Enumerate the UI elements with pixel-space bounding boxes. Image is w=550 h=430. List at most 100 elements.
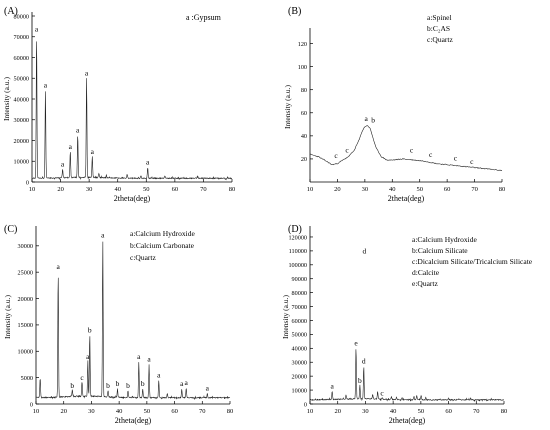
y-tick-label: 110000 (289, 248, 307, 255)
y-tick-label: 90000 (292, 276, 307, 283)
y-tick-label: 80000 (14, 13, 29, 20)
legend-entry: a:Calcium Hydroxide (412, 235, 477, 244)
x-tick-label: 60 (444, 186, 451, 193)
peak-label: d (362, 247, 366, 256)
x-tick-label: 40 (114, 186, 121, 193)
panel-label: (B) (288, 6, 301, 17)
x-tick-label: 10 (307, 186, 314, 193)
peak-label: c (380, 388, 384, 397)
legend-entry: e:Quartz (412, 279, 438, 288)
legend-entry: a :Gypsum (186, 13, 222, 22)
y-tick-label: 50000 (292, 332, 307, 339)
y-tick-label: 80 (301, 87, 307, 94)
peak-label: c (454, 153, 458, 162)
peak-label: a (44, 81, 48, 90)
x-tick-label: 10 (307, 408, 314, 415)
peak-label: c (470, 157, 474, 166)
x-tick-label: 80 (227, 408, 234, 415)
x-tick-label: 70 (200, 186, 207, 193)
x-tick-label: 70 (199, 408, 206, 415)
peak-label: c (345, 145, 349, 154)
x-tick-label: 70 (473, 408, 480, 415)
panel-label: (C) (4, 224, 17, 235)
peak-label: a (35, 25, 39, 34)
y-tick-label: 10000 (292, 387, 307, 394)
y-tick-label: 40000 (292, 346, 307, 353)
y-tick-label: 120000 (288, 234, 307, 241)
legend-entry: c:Quartz (427, 35, 453, 44)
legend-entry: a:Calcium Hydroxide (130, 229, 195, 238)
peak-label: a (146, 157, 150, 166)
peak-label: a (101, 231, 105, 240)
peak-label: a (56, 262, 60, 271)
peak-label: e (354, 338, 358, 347)
peak-label: b (371, 115, 375, 124)
x-tick-label: 80 (499, 186, 506, 193)
x-tick-label: 30 (362, 186, 369, 193)
x-tick-label: 80 (501, 408, 508, 415)
peak-label: a (61, 160, 65, 169)
legend-entry: a:Spinel (427, 13, 452, 22)
y-tick-label: 20000 (292, 373, 307, 380)
peak-label: a (365, 114, 369, 123)
panel-c: (C) 10 20 30 40 50 60 70 80 0 5000 10000 15000 20000 2… (3, 224, 233, 425)
x-axis-title: 2theta(deg) (388, 194, 425, 203)
x-tick-label: 80 (229, 186, 236, 193)
y-tick-label: 5000 (21, 375, 33, 382)
peak-label: a (86, 352, 90, 361)
legend-entry: b:Calcium Carbonate (130, 241, 195, 250)
peak-label: a (91, 147, 95, 156)
y-tick-label: 30000 (292, 360, 307, 367)
peak-label: a (180, 379, 184, 388)
y-tick-label: 10000 (18, 349, 33, 356)
peak-label: a (69, 142, 73, 151)
peak-label: a (85, 68, 89, 77)
x-axis-title: 2theta(deg) (114, 194, 151, 203)
peak-label: a (185, 378, 189, 387)
peak-label: b (141, 379, 145, 388)
peak-label: a (137, 352, 141, 361)
panel-d: (D) 10 20 30 40 50 60 70 80 0 10000 20000 30000 40000… (281, 224, 533, 425)
y-axis-title: Intensity (a.u.) (2, 77, 11, 121)
y-tick-label: 40000 (14, 96, 29, 103)
xrd-trace (31, 41, 233, 181)
xrd-trace (35, 241, 231, 400)
y-tick-label: 20 (301, 156, 307, 163)
x-tick-label: 30 (362, 408, 369, 415)
x-tick-label: 70 (471, 186, 478, 193)
peak-label: c (334, 151, 338, 160)
x-tick-label: 30 (88, 408, 95, 415)
y-tick-label: 30000 (14, 117, 29, 124)
x-tick-label: 50 (416, 186, 423, 193)
panel-label: (A) (4, 6, 18, 17)
peak-label: b (116, 379, 120, 388)
y-tick-label: 40 (301, 133, 307, 140)
x-tick-label: 40 (390, 408, 397, 415)
panel-a: (A) 10 20 30 40 50 60 70 80 0 10000 20000 30000 40000… (2, 6, 235, 203)
y-tick-label: 30000 (18, 243, 33, 250)
y-tick-label: 60000 (14, 55, 29, 62)
peak-label: b (70, 381, 74, 390)
y-axis-title: Intensity (a.u.) (283, 85, 292, 129)
peak-label: b (358, 376, 362, 385)
y-tick-label: 0 (304, 401, 307, 408)
x-tick-label: 20 (334, 186, 341, 193)
x-tick-label: 10 (29, 186, 36, 193)
x-tick-label: 20 (334, 408, 341, 415)
peak-label: b (126, 381, 130, 390)
y-axis-title: Intensity (a.u.) (281, 295, 290, 339)
y-tick-label: 120 (298, 41, 307, 48)
x-tick-label: 60 (172, 186, 179, 193)
x-tick-label: 60 (171, 408, 178, 415)
peak-label: d (362, 356, 366, 365)
y-tick-label: 100 (298, 64, 307, 71)
y-tick-label: 0 (30, 401, 33, 408)
peak-label: b (106, 381, 110, 390)
xrd-trace (309, 349, 505, 403)
x-tick-label: 40 (389, 186, 396, 193)
y-tick-label: 70000 (14, 34, 29, 41)
y-tick-label: 15000 (18, 322, 33, 329)
legend-entry: c:Quartz (130, 253, 156, 262)
peak-label: a (330, 381, 334, 390)
